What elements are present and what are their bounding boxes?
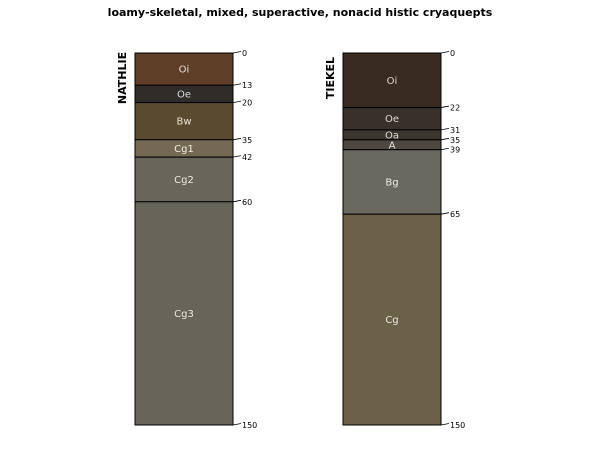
depth-label: 60 — [242, 198, 252, 207]
depth-label: 20 — [242, 99, 252, 108]
horizon-label: A — [389, 140, 396, 151]
depth-label: 0 — [450, 49, 455, 58]
horizon-label: Oe — [385, 114, 399, 125]
horizon-label: Cg2 — [174, 175, 194, 186]
depth-tick — [232, 83, 242, 86]
horizon-label: Oi — [387, 76, 398, 87]
profiles-group: NATHLIE OiOeBwCg1Cg2Cg301320354260150TIEK… — [116, 49, 465, 430]
depth-tick — [232, 137, 242, 141]
horizon-label: Bw — [176, 117, 191, 128]
horizon-label: Cg1 — [174, 144, 194, 155]
horizon-cg2 — [134, 156, 234, 203]
depth-label: 65 — [450, 210, 460, 219]
horizon-bw — [134, 102, 234, 141]
horizon-label: Oi — [179, 65, 190, 76]
depth-tick — [440, 423, 450, 426]
horizon-label: Cg3 — [174, 309, 194, 320]
depth-label: 31 — [450, 126, 460, 135]
depth-label: 35 — [450, 136, 460, 145]
depth-label: 0 — [242, 49, 247, 58]
horizon-label: Bg — [385, 177, 398, 188]
depth-label: 150 — [242, 421, 257, 430]
depth-tick — [232, 51, 242, 54]
profile-name: NATHLIE — [116, 52, 129, 104]
depth-tick — [232, 199, 242, 203]
depth-tick — [440, 212, 450, 215]
depth-tick — [440, 147, 450, 151]
horizon-label: Oe — [177, 89, 191, 100]
depth-label: 39 — [450, 146, 460, 155]
depth-tick — [440, 137, 450, 141]
depth-label: 42 — [242, 153, 252, 162]
profile-name: TIEKEL — [324, 57, 337, 99]
depth-tick — [440, 127, 450, 131]
horizon-cg3 — [134, 201, 234, 426]
horizon-label: Cg — [385, 315, 398, 326]
horizon-oi — [134, 52, 234, 86]
depth-tick — [440, 51, 450, 54]
horizon-label: Oa — [385, 130, 399, 141]
depth-label: 22 — [450, 104, 460, 113]
depth-label: 13 — [242, 81, 252, 90]
figure-title: loamy-skeletal, mixed, superactive, nona… — [108, 6, 493, 19]
depth-tick — [232, 100, 242, 103]
depth-tick — [232, 155, 242, 158]
horizon-cg — [342, 213, 442, 426]
horizon-oi — [342, 52, 442, 109]
depth-tick — [232, 423, 242, 426]
soil-profile-nathlie: NATHLIE Oi Oe Bw Cg1 Cg2 Cg3 0 13 20 35 42 60 150 — [116, 49, 257, 430]
depth-tick — [440, 105, 450, 108]
depth-label: 35 — [242, 136, 252, 145]
depth-label: 150 — [450, 421, 465, 430]
